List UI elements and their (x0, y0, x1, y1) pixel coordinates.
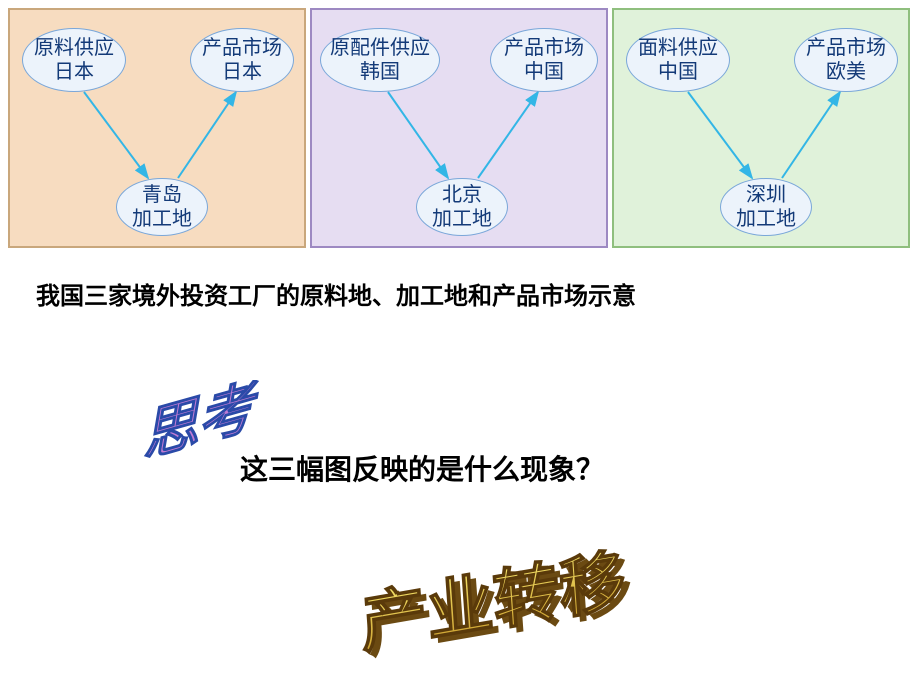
panel-3-process-node: 深圳加工地 (720, 178, 812, 236)
panel-1-market-node: 产品市场日本 (190, 28, 294, 92)
node-label-1: 产品市场 (806, 36, 886, 60)
node-label-2: 日本 (54, 60, 94, 84)
panel-2-process-node: 北京加工地 (416, 178, 508, 236)
node-label-2: 中国 (524, 60, 564, 84)
panel-2-market-node: 产品市场中国 (490, 28, 598, 92)
sikao-label: 思考 (120, 380, 260, 505)
panel-3: 面料供应中国 产品市场欧美 深圳加工地 (612, 8, 910, 248)
node-label-2: 中国 (658, 60, 698, 84)
node-label-2: 加工地 (736, 207, 796, 231)
caption: 我国三家境外投资工厂的原料地、加工地和产品市场示意 (36, 276, 920, 311)
panel-3-source-node: 面料供应中国 (626, 28, 730, 92)
panel-3-market-node: 产品市场欧美 (794, 28, 898, 92)
question-text: 这三幅图反映的是什么现象？ (240, 448, 604, 488)
node-label-2: 加工地 (132, 207, 192, 231)
node-label-1: 面料供应 (638, 36, 718, 60)
panel-1: 原料供应日本 产品市场日本 青岛加工地 (8, 8, 306, 248)
panel-2: 原配件供应韩国 产品市场中国 北京加工地 (310, 8, 608, 248)
node-label-2: 日本 (222, 60, 262, 84)
panel-1-process-node: 青岛加工地 (116, 178, 208, 236)
node-label-2: 加工地 (432, 207, 492, 231)
panel-1-source-node: 原料供应日本 (22, 28, 126, 92)
node-label-1: 原配件供应 (330, 36, 430, 60)
node-label-1: 北京 (442, 183, 482, 207)
answer-label: 产业转移 产业转移 (340, 520, 740, 680)
node-label-1: 原料供应 (34, 36, 114, 60)
node-label-1: 青岛 (142, 183, 182, 207)
node-label-2: 欧美 (826, 60, 866, 84)
panel-2-source-node: 原配件供应韩国 (320, 28, 440, 92)
node-label-1: 产品市场 (504, 36, 584, 60)
diagram-panels: 原料供应日本 产品市场日本 青岛加工地 原配件供应韩国 产品市场中国 北京加工地… (0, 0, 920, 248)
node-label-2: 韩国 (360, 60, 400, 84)
node-label-1: 深圳 (746, 183, 786, 207)
node-label-1: 产品市场 (202, 36, 282, 60)
